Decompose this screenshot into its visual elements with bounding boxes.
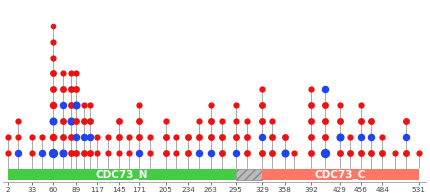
Text: CDC73_C: CDC73_C [315,169,366,180]
Bar [8,169,236,180]
Text: CDC73_N: CDC73_N [95,169,148,180]
Bar [262,169,419,180]
Bar [236,169,262,180]
